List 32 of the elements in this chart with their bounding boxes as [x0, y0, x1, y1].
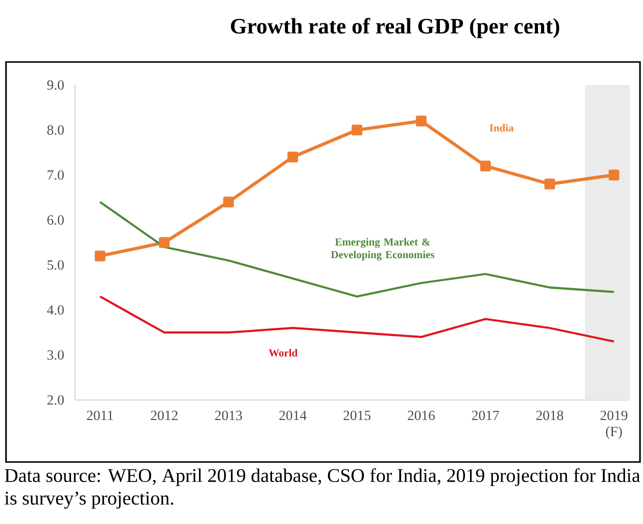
x-tick-label: 2016: [408, 410, 435, 420]
x-tick-label: 2017: [472, 410, 500, 420]
y-tick-label: 9.0: [47, 80, 64, 90]
point: [608, 170, 620, 180]
x-tick-label: 2019 (F): [600, 410, 628, 439]
series-label: World: [268, 348, 298, 357]
x-tick-label: 2012: [150, 410, 178, 420]
y-tick-label: 3.0: [47, 350, 64, 360]
series-label: Emerging Market & Developing Economies: [331, 238, 434, 260]
text: India: [490, 124, 514, 132]
point: [544, 178, 556, 190]
point: [352, 124, 362, 136]
y-tick-label: 6.0: [47, 215, 64, 225]
line-series: [98, 295, 616, 343]
point: [158, 237, 170, 248]
chart-title: Growth rate of real GDP (per cent): [230, 18, 560, 38]
point: [416, 116, 427, 126]
x-tick-label: 2014: [279, 410, 307, 420]
y-tick-label: 7.0: [48, 170, 64, 180]
y-tick-label: 2.0: [47, 395, 64, 405]
y-tick-label: 5.0: [48, 260, 64, 270]
x-tick-label: 2018: [536, 410, 564, 420]
point: [223, 196, 234, 208]
x-tick-label: 2013: [215, 410, 242, 420]
point: [287, 152, 298, 162]
point: [94, 250, 106, 262]
source-note: Data source: WEO, April 2019 database, CSO for India, 2019 projection for India is survey’s projection.: [4, 468, 640, 509]
x-tick-label: 2011: [86, 410, 113, 420]
x-tick-label: 2015: [344, 410, 370, 420]
y-tick-label: 4.0: [47, 305, 64, 315]
point: [480, 160, 491, 172]
y-tick-label: 8.0: [47, 125, 64, 135]
